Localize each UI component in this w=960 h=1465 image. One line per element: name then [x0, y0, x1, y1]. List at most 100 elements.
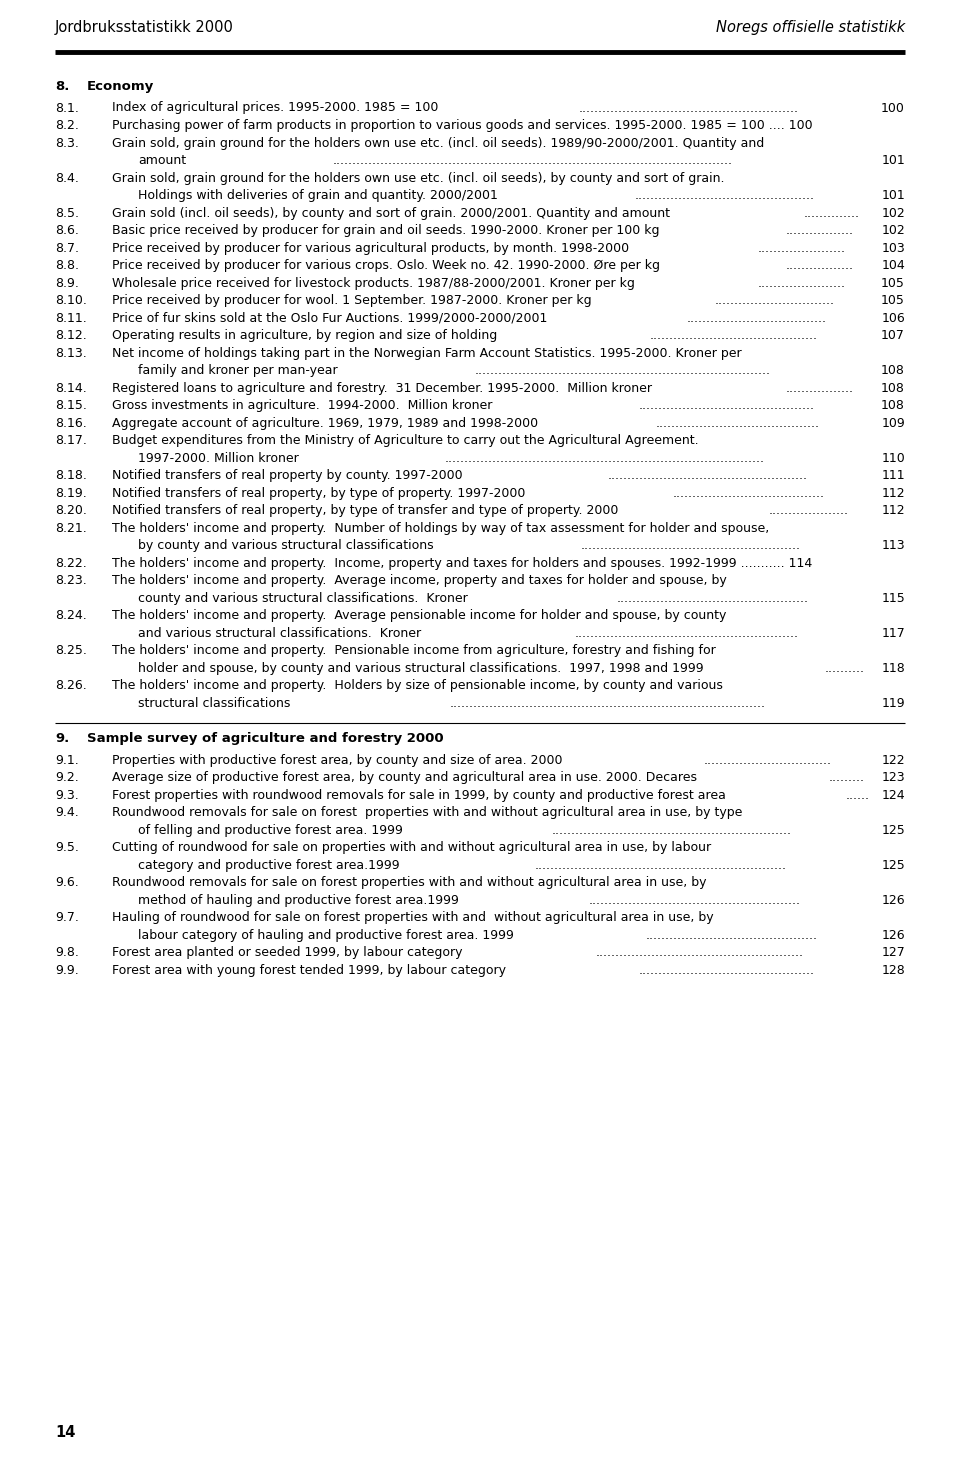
Text: 126: 126	[881, 894, 905, 907]
Text: ................................: ................................	[704, 753, 831, 766]
Text: 9.7.: 9.7.	[55, 911, 79, 924]
Text: and various structural classifications.  Kroner: and various structural classifications. …	[138, 627, 421, 640]
Text: Net income of holdings taking part in the Norwegian Farm Account Statistics. 199: Net income of holdings taking part in th…	[112, 347, 742, 359]
Text: ..........................................................................: ........................................…	[475, 363, 771, 377]
Text: 8.5.: 8.5.	[55, 207, 79, 220]
Text: Index of agricultural prices. 1995-2000. 1985 = 100: Index of agricultural prices. 1995-2000.…	[112, 101, 439, 114]
Text: method of hauling and productive forest area.1999: method of hauling and productive forest …	[138, 894, 459, 907]
Text: 119: 119	[881, 696, 905, 709]
Text: 8.19.: 8.19.	[55, 486, 86, 500]
Text: .................: .................	[786, 259, 854, 272]
Text: Notified transfers of real property, by type of property. 1997-2000: Notified transfers of real property, by …	[112, 486, 525, 500]
Text: 8.11.: 8.11.	[55, 312, 86, 325]
Text: The holders' income and property.  Number of holdings by way of tax assessment f: The holders' income and property. Number…	[112, 522, 769, 535]
Text: 8.23.: 8.23.	[55, 574, 86, 587]
Text: 8.26.: 8.26.	[55, 678, 86, 691]
Text: Noregs offisielle statistikk: Noregs offisielle statistikk	[716, 21, 905, 35]
Text: .......................................................: ........................................…	[581, 539, 801, 552]
Text: ...............................................................: ........................................…	[535, 858, 786, 872]
Text: Wholesale price received for livestock products. 1987/88-2000/2001. Kroner per k: Wholesale price received for livestock p…	[112, 277, 635, 290]
Text: ...................................: ...................................	[686, 312, 827, 325]
Text: 8.20.: 8.20.	[55, 504, 86, 517]
Text: 101: 101	[881, 189, 905, 202]
Text: Price of fur skins sold at the Oslo Fur Auctions. 1999/2000-2000/2001: Price of fur skins sold at the Oslo Fur …	[112, 312, 547, 325]
Text: 9.3.: 9.3.	[55, 788, 79, 801]
Text: 8.22.: 8.22.	[55, 557, 86, 570]
Text: .....................................................: ........................................…	[588, 894, 801, 907]
Text: 115: 115	[881, 592, 905, 605]
Text: Price received by producer for wool. 1 September. 1987-2000. Kroner per kg: Price received by producer for wool. 1 S…	[112, 294, 591, 308]
Text: Grain sold, grain ground for the holders own use etc. (incl. oil seeds). 1989/90: Grain sold, grain ground for the holders…	[112, 136, 764, 149]
Text: Purchasing power of farm products in proportion to various goods and services. 1: Purchasing power of farm products in pro…	[112, 119, 812, 132]
Text: Aggregate account of agriculture. 1969, 1979, 1989 and 1998-2000: Aggregate account of agriculture. 1969, …	[112, 416, 539, 429]
Text: 8.: 8.	[55, 81, 69, 92]
Text: 113: 113	[881, 539, 905, 552]
Text: ......: ......	[846, 788, 870, 801]
Text: county and various structural classifications.  Kroner: county and various structural classifica…	[138, 592, 468, 605]
Text: 104: 104	[881, 259, 905, 272]
Text: 8.4.: 8.4.	[55, 171, 79, 185]
Text: family and kroner per man-year: family and kroner per man-year	[138, 363, 338, 377]
Text: 110: 110	[881, 451, 905, 464]
Text: 8.9.: 8.9.	[55, 277, 79, 290]
Text: ........................................................: ........................................…	[575, 627, 799, 640]
Text: .................: .................	[786, 381, 854, 394]
Text: ....................................................: ........................................…	[596, 946, 804, 960]
Text: labour category of hauling and productive forest area. 1999: labour category of hauling and productiv…	[138, 929, 514, 942]
Text: 8.25.: 8.25.	[55, 645, 86, 656]
Text: 106: 106	[881, 312, 905, 325]
Text: The holders' income and property.  Income, property and taxes for holders and sp: The holders' income and property. Income…	[112, 557, 812, 570]
Text: 105: 105	[881, 294, 905, 308]
Text: Forest area with young forest tended 1999, by labour category: Forest area with young forest tended 199…	[112, 964, 506, 977]
Text: Grain sold, grain ground for the holders own use etc. (incl. oil seeds), by coun: Grain sold, grain ground for the holders…	[112, 171, 725, 185]
Text: The holders' income and property.  Average pensionable income for holder and spo: The holders' income and property. Averag…	[112, 609, 727, 623]
Text: 125: 125	[881, 823, 905, 837]
Text: ...............................................................................: ........................................…	[450, 696, 766, 709]
Text: 123: 123	[881, 771, 905, 784]
Text: Roundwood removals for sale on forest properties with and without agricultural a: Roundwood removals for sale on forest pr…	[112, 876, 707, 889]
Text: amount: amount	[138, 154, 186, 167]
Text: Forest properties with roundwood removals for sale in 1999, by county and produc: Forest properties with roundwood removal…	[112, 788, 726, 801]
Text: The holders' income and property.  Average income, property and taxes for holder: The holders' income and property. Averag…	[112, 574, 727, 587]
Text: Holdings with deliveries of grain and quantity. 2000/2001: Holdings with deliveries of grain and qu…	[138, 189, 498, 202]
Text: 8.2.: 8.2.	[55, 119, 79, 132]
Text: ................................................: ........................................…	[617, 592, 809, 605]
Text: 9.4.: 9.4.	[55, 806, 79, 819]
Text: 8.8.: 8.8.	[55, 259, 79, 272]
Text: Grain sold (incl. oil seeds), by county and sort of grain. 2000/2001. Quantity a: Grain sold (incl. oil seeds), by county …	[112, 207, 670, 220]
Text: ......................: ......................	[757, 277, 845, 290]
Text: Hauling of roundwood for sale on forest properties with and  without agricultura: Hauling of roundwood for sale on forest …	[112, 911, 713, 924]
Text: 8.18.: 8.18.	[55, 469, 86, 482]
Text: Cutting of roundwood for sale on properties with and without agricultural area i: Cutting of roundwood for sale on propert…	[112, 841, 711, 854]
Text: of felling and productive forest area. 1999: of felling and productive forest area. 1…	[138, 823, 403, 837]
Text: 122: 122	[881, 753, 905, 766]
Text: 8.24.: 8.24.	[55, 609, 86, 623]
Text: 9.: 9.	[55, 732, 69, 746]
Text: ......................: ......................	[757, 242, 845, 255]
Text: ..............: ..............	[804, 207, 859, 220]
Text: 112: 112	[881, 504, 905, 517]
Text: 102: 102	[881, 207, 905, 220]
Text: 8.7.: 8.7.	[55, 242, 79, 255]
Text: 112: 112	[881, 486, 905, 500]
Text: ..........: ..........	[825, 662, 864, 674]
Text: 108: 108	[881, 381, 905, 394]
Text: 8.6.: 8.6.	[55, 224, 79, 237]
Text: category and productive forest area.1999: category and productive forest area.1999	[138, 858, 399, 872]
Text: 118: 118	[881, 662, 905, 674]
Text: 101: 101	[881, 154, 905, 167]
Text: The holders' income and property.  Holders by size of pensionable income, by cou: The holders' income and property. Holder…	[112, 678, 723, 691]
Text: Economy: Economy	[87, 81, 155, 92]
Text: Registered loans to agriculture and forestry.  31 December. 1995-2000.  Million : Registered loans to agriculture and fore…	[112, 381, 652, 394]
Text: Gross investments in agriculture.  1994-2000.  Million kroner: Gross investments in agriculture. 1994-2…	[112, 398, 492, 412]
Text: .........: .........	[828, 771, 864, 784]
Text: 127: 127	[881, 946, 905, 960]
Text: Jordbruksstatistikk 2000: Jordbruksstatistikk 2000	[55, 21, 234, 35]
Text: Operating results in agriculture, by region and size of holding: Operating results in agriculture, by reg…	[112, 330, 497, 341]
Text: Price received by producer for various agricultural products, by month. 1998-200: Price received by producer for various a…	[112, 242, 629, 255]
Text: 8.15.: 8.15.	[55, 398, 86, 412]
Text: ....................: ....................	[769, 504, 849, 517]
Text: ................................................................................: ........................................…	[333, 154, 733, 167]
Text: ...........................................: ........................................…	[646, 929, 818, 942]
Text: 14: 14	[55, 1425, 76, 1440]
